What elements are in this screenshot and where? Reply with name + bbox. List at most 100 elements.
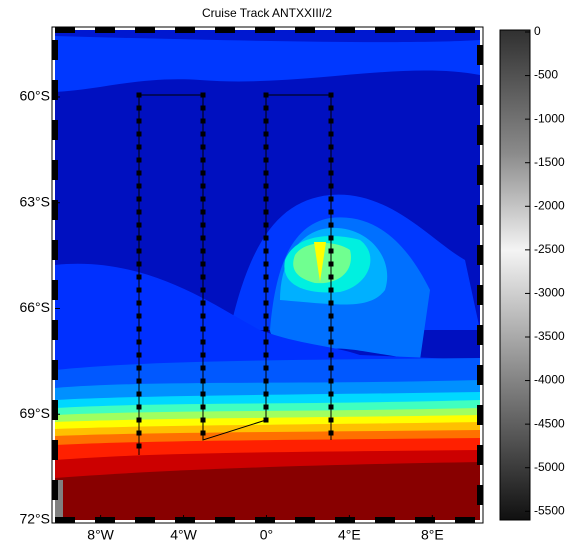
station (200, 430, 206, 436)
station (263, 417, 269, 423)
station (136, 326, 142, 332)
station (200, 404, 206, 410)
station (328, 430, 334, 436)
station (200, 131, 206, 137)
station (328, 235, 334, 241)
lon-tick-label: 4°W (170, 527, 197, 543)
station (200, 222, 206, 228)
title: Cruise Track ANTXXIII/2 (202, 6, 332, 20)
station (136, 144, 142, 150)
station (200, 157, 206, 163)
station (328, 378, 334, 384)
station (200, 287, 206, 293)
lon-tick-label: 0° (260, 527, 273, 543)
station (136, 105, 142, 111)
station (263, 339, 269, 345)
station (328, 274, 334, 280)
station (263, 391, 269, 397)
station (263, 261, 269, 267)
station (328, 287, 334, 293)
colorbar (499, 29, 531, 521)
station (328, 261, 334, 267)
station (263, 235, 269, 241)
station (200, 391, 206, 397)
station (263, 118, 269, 124)
colorbar-tick-label: -5500 (534, 503, 565, 517)
station (263, 404, 269, 410)
station (263, 170, 269, 176)
station (328, 222, 334, 228)
station (136, 417, 142, 423)
station (263, 287, 269, 293)
station (263, 157, 269, 163)
station (136, 300, 142, 306)
lon-tick-label: 8°E (421, 527, 444, 543)
lat-tick-label: 60°S (19, 88, 50, 104)
station (136, 378, 142, 384)
lat-tick-label: 69°S (19, 405, 50, 421)
station (200, 300, 206, 306)
map-border (51, 26, 484, 524)
station (328, 391, 334, 397)
station (200, 92, 206, 98)
station (328, 248, 334, 254)
station (136, 287, 142, 293)
station (136, 313, 142, 319)
colorbar-tick-label: -2000 (534, 198, 565, 212)
colorbar-tick-label: 0 (534, 24, 541, 38)
colorbar-tick-label: -3500 (534, 329, 565, 343)
station (136, 339, 142, 345)
stations (136, 92, 334, 449)
station (328, 326, 334, 332)
station (136, 274, 142, 280)
station (200, 118, 206, 124)
station (263, 144, 269, 150)
station (200, 352, 206, 358)
station (200, 326, 206, 332)
station (328, 131, 334, 137)
station (136, 248, 142, 254)
station (200, 261, 206, 267)
station (263, 209, 269, 215)
colorbar-tick-label: -1000 (534, 111, 565, 125)
station (328, 352, 334, 358)
station (200, 183, 206, 189)
station (328, 118, 334, 124)
station (200, 339, 206, 345)
station (136, 92, 142, 98)
station (200, 105, 206, 111)
contour-field (55, 30, 480, 520)
colorbar-tick-label: -4500 (534, 416, 565, 430)
station (200, 196, 206, 202)
station (136, 222, 142, 228)
station (263, 313, 269, 319)
station (263, 274, 269, 280)
station (136, 131, 142, 137)
station (328, 183, 334, 189)
station (136, 443, 142, 449)
colorbar-tick-label: -2500 (534, 242, 565, 256)
station (200, 313, 206, 319)
lat-tick-label: 66°S (19, 299, 50, 315)
colorbar-tick-label: -5000 (534, 460, 565, 474)
colorbar-tick-label: -500 (534, 68, 558, 82)
station (136, 183, 142, 189)
station (263, 131, 269, 137)
station (328, 92, 334, 98)
station (136, 157, 142, 163)
colorbar-tick-label: -1500 (534, 155, 565, 169)
station (136, 352, 142, 358)
lat-tick-label: 72°S (19, 511, 50, 527)
station (200, 417, 206, 423)
station (328, 170, 334, 176)
station (263, 365, 269, 371)
station (328, 404, 334, 410)
station (328, 417, 334, 423)
station (263, 196, 269, 202)
lat-tick-label: 63°S (19, 193, 50, 209)
station (136, 391, 142, 397)
station (136, 196, 142, 202)
station (200, 209, 206, 215)
station (328, 300, 334, 306)
